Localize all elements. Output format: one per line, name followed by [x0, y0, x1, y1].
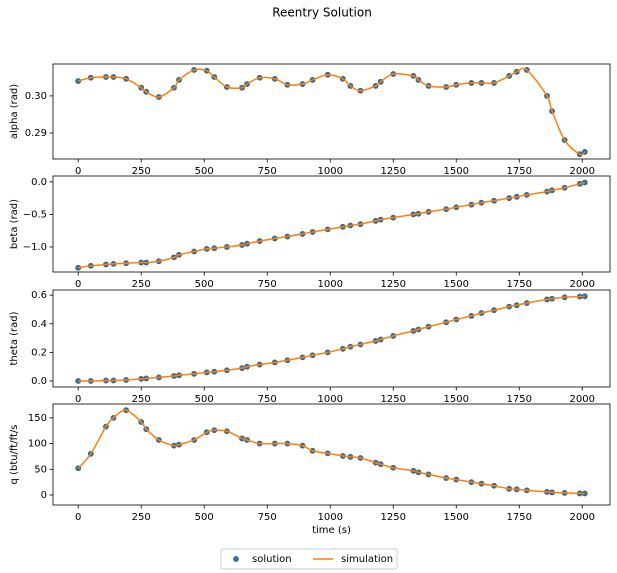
legend-label: simulation	[341, 554, 393, 565]
x-tick-label: 1000	[318, 512, 343, 523]
x-tick-label: 0	[75, 394, 81, 405]
y-tick-label: 0.0	[31, 376, 47, 387]
y-tick-label: 0	[41, 490, 47, 501]
x-tick-label: 1750	[507, 279, 532, 290]
x-tick-label: 250	[132, 166, 151, 177]
y-tick-label: 0.30	[25, 91, 47, 102]
x-tick-label: 1000	[318, 279, 343, 290]
x-tick-label: 250	[132, 512, 151, 523]
y-tick-label: 0.4	[31, 319, 47, 330]
x-tick-label: 750	[258, 394, 277, 405]
x-tick-label: 0	[75, 279, 81, 290]
y-tick-label: 150	[28, 413, 47, 424]
x-tick-label: 1000	[318, 394, 343, 405]
x-axis-label: time (s)	[312, 525, 351, 536]
x-tick-label: 750	[258, 279, 277, 290]
legend-marker	[233, 556, 239, 562]
x-tick-label: 1250	[381, 279, 406, 290]
x-tick-label: 250	[132, 394, 151, 405]
x-tick-label: 500	[195, 166, 214, 177]
x-tick-label: 1000	[318, 166, 343, 177]
x-tick-label: 1250	[381, 394, 406, 405]
axes-frame	[52, 289, 611, 388]
simulation-line	[77, 409, 585, 495]
y-axis-label: theta (rad)	[9, 311, 20, 365]
legend	[220, 548, 398, 570]
x-tick-label: 1750	[507, 166, 532, 177]
y-tick-label: 0.6	[31, 290, 47, 301]
y-axis-label: q (btu/ft/ft/s	[9, 425, 20, 485]
y-axis-label: alpha (rad)	[9, 84, 20, 139]
y-tick-label: 0.29	[25, 128, 47, 139]
axes-frame	[52, 63, 611, 160]
x-tick-label: 1500	[444, 512, 469, 523]
x-tick-label: 750	[258, 166, 277, 177]
legend-label: solution	[252, 554, 292, 565]
y-tick-label: 50	[34, 464, 47, 475]
x-tick-label: 2000	[570, 166, 595, 177]
x-tick-label: 2000	[570, 394, 595, 405]
simulation-line	[78, 295, 585, 382]
y-tick-label: −0.5	[23, 209, 47, 220]
x-tick-label: 250	[132, 279, 151, 290]
simulation-line	[78, 181, 585, 269]
axes-frame	[52, 175, 611, 273]
figure-title: Reentry Solution	[272, 6, 372, 20]
x-tick-label: 500	[195, 394, 214, 405]
x-tick-label: 2000	[570, 512, 595, 523]
y-tick-label: 0.0	[31, 177, 47, 188]
y-axis-label: beta (rad)	[9, 199, 20, 249]
x-tick-label: 1500	[444, 394, 469, 405]
x-tick-label: 1250	[381, 512, 406, 523]
x-tick-label: 500	[195, 512, 214, 523]
y-tick-label: 0.2	[31, 347, 47, 358]
x-tick-label: 1750	[507, 512, 532, 523]
simulation-line	[78, 67, 586, 156]
x-tick-label: 0	[75, 166, 81, 177]
x-tick-label: 1250	[381, 166, 406, 177]
y-tick-label: −1.0	[23, 242, 47, 253]
x-tick-label: 1500	[444, 166, 469, 177]
x-tick-label: 0	[75, 512, 81, 523]
x-tick-label: 750	[258, 512, 277, 523]
x-tick-label: 2000	[570, 279, 595, 290]
y-tick-label: 100	[28, 439, 47, 450]
x-tick-label: 500	[195, 279, 214, 290]
axes-frame	[52, 403, 611, 506]
x-tick-label: 1500	[444, 279, 469, 290]
x-tick-label: 1750	[507, 394, 532, 405]
